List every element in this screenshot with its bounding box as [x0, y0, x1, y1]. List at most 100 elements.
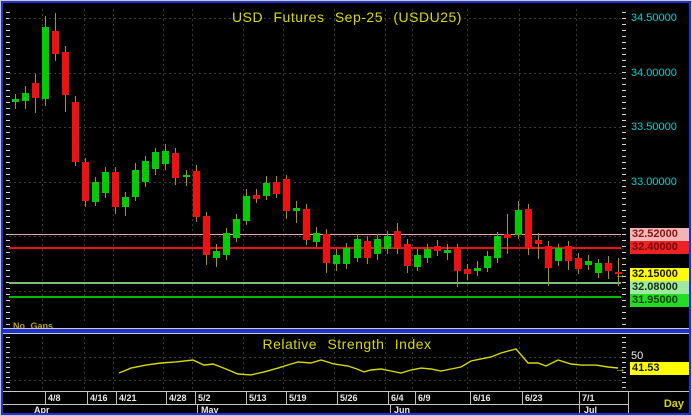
chart-title: USD Futures Sep-25 (USDU25)	[232, 9, 462, 25]
rsi-week-gridline	[113, 337, 114, 389]
date-tick-separator	[45, 392, 46, 404]
timeframe-label[interactable]: Day	[663, 398, 684, 410]
candle-body	[82, 162, 89, 201]
level-price-tag: 32.08000	[630, 281, 689, 294]
date-tick-separator	[415, 392, 416, 404]
candlestick-canvas[interactable]	[1, 4, 691, 328]
candle-body	[333, 255, 340, 264]
date-tick-separator	[166, 392, 167, 404]
date-tick-label: 6/9	[418, 393, 431, 403]
date-tick-label: 4/28	[169, 393, 187, 403]
rsi-week-gridline	[84, 337, 85, 389]
date-tick-label: 5/19	[289, 393, 307, 403]
candlestick-chart-panel[interactable]: USD Futures Sep-25 (USDU25) No Gaps	[1, 4, 691, 331]
candle-wick	[186, 170, 187, 186]
panel-divider	[1, 328, 691, 334]
candle-body	[414, 255, 421, 267]
candle-body	[515, 210, 522, 235]
candle-body	[142, 161, 149, 182]
month-separator	[197, 404, 198, 415]
candle-body	[384, 236, 391, 249]
week-gridline	[519, 9, 520, 323]
candle-body	[535, 240, 542, 244]
candle-body	[122, 197, 129, 207]
price-arrow-icon: →	[615, 269, 626, 281]
date-tick-label: 7/1	[582, 393, 595, 403]
candle-body	[293, 208, 300, 211]
y-axis-price-label: 34.50000	[631, 12, 677, 24]
month-separator	[579, 404, 580, 415]
week-gridline	[163, 9, 164, 323]
date-tick-label: 5/13	[249, 393, 267, 403]
candle-body	[595, 263, 602, 273]
date-tick-separator	[388, 392, 389, 404]
price-gridline	[9, 18, 621, 19]
candle-body	[494, 236, 501, 258]
left-price-ruler	[6, 12, 10, 326]
candle-body	[172, 153, 179, 178]
price-gridline	[9, 290, 621, 292]
right-price-ruler[interactable]	[622, 12, 626, 326]
candle-body	[102, 172, 109, 193]
candle-body	[22, 93, 29, 101]
price-gridline	[9, 72, 621, 74]
candle-body	[555, 248, 562, 261]
candle-body	[193, 171, 200, 217]
candle-body	[273, 182, 280, 194]
current-price-tag: 32.15000	[630, 268, 689, 281]
candle-body	[72, 102, 79, 162]
date-tick-label: 4/8	[48, 393, 61, 403]
date-tick-label: 5/26	[340, 393, 358, 403]
month-label: Apr	[34, 405, 50, 415]
candle-body	[545, 246, 552, 268]
date-tick-label: 6/23	[525, 393, 543, 403]
rsi-ref-gridline	[9, 357, 621, 358]
date-tick-label: 4/21	[119, 393, 137, 403]
y-axis-price-label: 33.00000	[631, 176, 677, 188]
candle-body	[394, 231, 401, 248]
date-tick-separator	[116, 392, 117, 404]
candle-body	[132, 170, 139, 197]
week-gridline	[334, 9, 335, 323]
candle-body	[474, 268, 481, 271]
candle-body	[263, 183, 270, 196]
rsi-value-tag: 41.53	[630, 362, 689, 375]
date-tick-separator	[87, 392, 88, 404]
price-level-line	[9, 296, 621, 298]
price-gridline	[9, 181, 621, 183]
candle-body	[233, 219, 240, 238]
month-label: May	[201, 405, 219, 415]
level-price-tag: 32.52000	[630, 228, 689, 241]
level-price-tag: 32.40000	[630, 241, 689, 254]
date-tick-row: 4/8 4/16 4/21 4/28 5/2 5/13 5/19 5/26 6/4 6/9 6/16…	[1, 392, 629, 405]
date-tick-label: 6/4	[391, 393, 404, 403]
candle-wick	[296, 201, 297, 223]
candle-body	[32, 83, 39, 98]
date-tick-separator	[470, 392, 471, 404]
candle-body	[12, 99, 19, 102]
week-gridline	[283, 9, 284, 323]
price-level-line	[9, 247, 621, 249]
date-tick-separator	[286, 392, 287, 404]
month-row: Apr May Jun Jul	[1, 391, 629, 415]
rsi-right-ruler[interactable]	[622, 337, 626, 389]
candle-body	[42, 27, 49, 99]
week-gridline	[467, 9, 468, 323]
candle-body	[525, 209, 532, 248]
candle-body	[313, 233, 320, 242]
candle-body	[243, 196, 250, 221]
date-tick-label: 6/16	[473, 393, 491, 403]
date-tick-separator	[195, 392, 196, 404]
candle-body	[323, 234, 330, 263]
candle-body	[444, 250, 451, 253]
rsi-panel[interactable]: Relative Strength Index	[1, 334, 691, 391]
y-axis-price-label: 34.00000	[631, 67, 677, 79]
candle-body	[253, 195, 260, 199]
candle-body	[283, 179, 290, 211]
date-axis[interactable]: 4/8 4/16 4/21 4/28 5/2 5/13 5/19 5/26 6/4 6/9 6/16…	[1, 391, 691, 415]
candle-body	[92, 182, 99, 202]
candle-body	[504, 234, 511, 238]
candle-body	[213, 251, 220, 258]
candle-body	[162, 151, 169, 164]
